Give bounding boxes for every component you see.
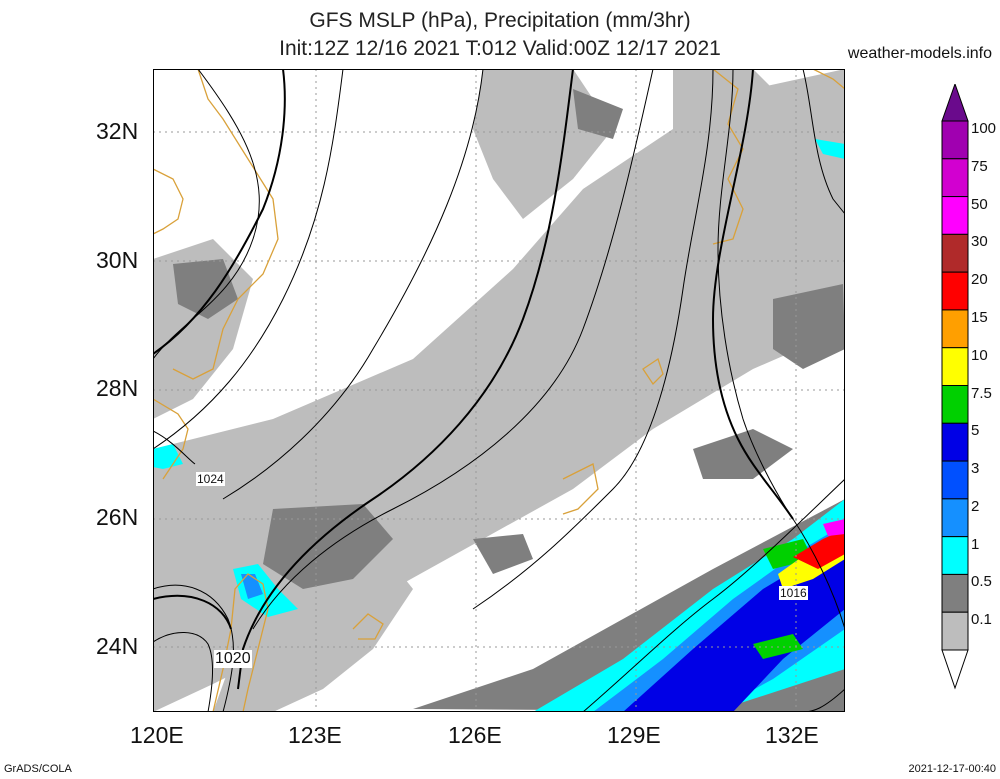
isobars xyxy=(153,69,845,712)
colorbar-segment xyxy=(941,309,969,349)
colorbar-segment xyxy=(941,460,969,500)
colorbar-segment xyxy=(941,158,969,198)
colorbar-label: 50 xyxy=(971,195,988,213)
site-credit: weather-models.info xyxy=(847,45,992,62)
colorbar-segment xyxy=(941,611,969,651)
lat-label: 28N xyxy=(96,375,139,401)
colorbar-segment xyxy=(941,498,969,538)
lat-label: 24N xyxy=(96,633,139,659)
colorbar-segment xyxy=(941,347,969,387)
colorbar-segment xyxy=(941,233,969,273)
map-panel xyxy=(153,69,845,712)
isobar-label-1020: 1020 xyxy=(214,650,252,668)
colorbar-segment xyxy=(941,271,969,311)
isobar-label-1024: 1024 xyxy=(196,472,225,486)
colorbar-label: 7.5 xyxy=(971,384,992,402)
colorbar-label: 20 xyxy=(971,271,988,289)
colorbar-segment xyxy=(941,422,969,462)
footer-timestamp: 2021-12-17-00:40 xyxy=(908,763,996,775)
colorbar-label: 3 xyxy=(971,460,980,478)
colorbar-top-arrow xyxy=(941,84,969,122)
colorbar-segment xyxy=(941,536,969,575)
lon-label: 126E xyxy=(448,722,502,748)
colorbar-bottom-arrow xyxy=(941,649,969,690)
colorbar-segment xyxy=(941,385,969,424)
lon-label: 129E xyxy=(607,722,661,748)
lat-label: 26N xyxy=(96,504,139,530)
map-subtitle: Init:12Z 12/16 2021 T:012 Valid:00Z 12/1… xyxy=(279,37,721,60)
lat-label: 32N xyxy=(96,118,139,144)
lat-label: 30N xyxy=(96,247,139,273)
lon-label: 132E xyxy=(765,722,819,748)
colorbar-label: 0.5 xyxy=(971,573,992,591)
colorbar-segment xyxy=(941,573,969,613)
lon-label: 120E xyxy=(130,722,184,748)
isobar-label-1016: 1016 xyxy=(779,586,808,600)
footer-software: GrADS/COLA xyxy=(4,763,72,775)
lon-label: 123E xyxy=(288,722,342,748)
colorbar-label: 0.1 xyxy=(971,611,992,629)
colorbar-label: 75 xyxy=(971,157,988,175)
map-title: GFS MSLP (hPa), Precipitation (mm/3hr) xyxy=(309,9,691,32)
colorbar-segment xyxy=(941,120,969,160)
colorbar-label: 5 xyxy=(971,422,980,440)
coastlines xyxy=(153,69,845,712)
precip-colorbar xyxy=(941,84,969,690)
colorbar-label: 15 xyxy=(971,308,988,326)
colorbar-label: 30 xyxy=(971,233,988,251)
colorbar-label: 1 xyxy=(971,535,980,553)
precip-heavy-band xyxy=(153,139,845,712)
colorbar-segment xyxy=(941,196,969,235)
colorbar-label: 10 xyxy=(971,346,988,364)
colorbar-label: 2 xyxy=(971,497,980,515)
colorbar-label: 100 xyxy=(971,120,997,137)
